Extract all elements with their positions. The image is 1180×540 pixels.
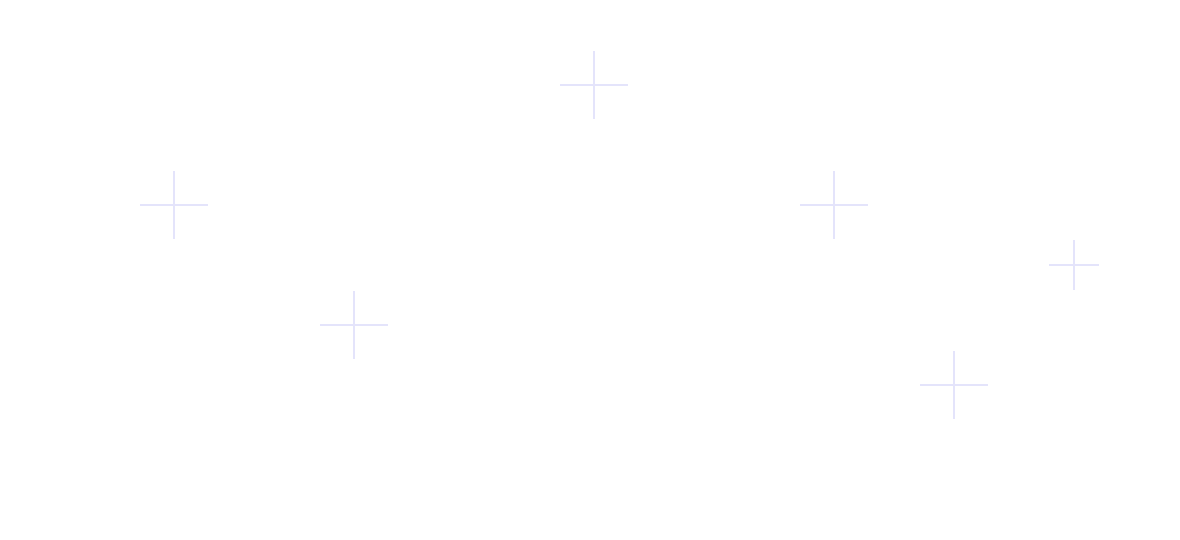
plus-icon: [320, 291, 388, 359]
plus-icon: [800, 171, 868, 239]
plus-icon: [920, 351, 988, 419]
plus-icon: [560, 51, 628, 119]
plus-icon: [140, 171, 208, 239]
plus-icon: [1049, 240, 1099, 290]
